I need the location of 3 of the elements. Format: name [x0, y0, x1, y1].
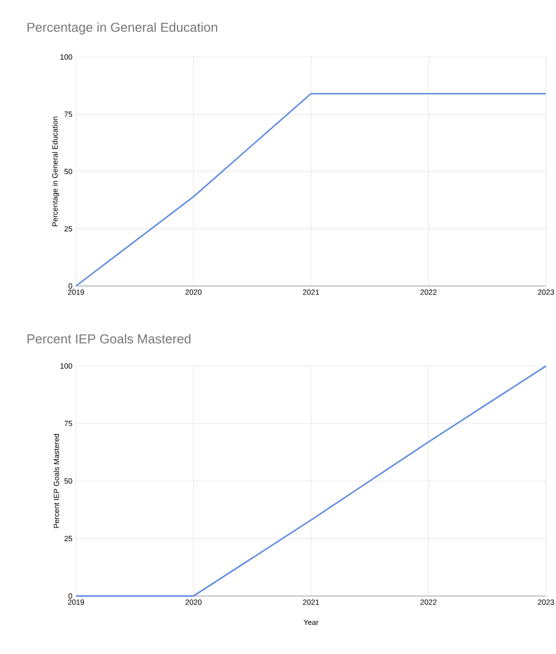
- chart-title: Percent IEP Goals Mastered: [28, 334, 190, 344]
- chart-title: Percentage in General Education: [28, 22, 218, 34]
- line-series: [75, 365, 547, 597]
